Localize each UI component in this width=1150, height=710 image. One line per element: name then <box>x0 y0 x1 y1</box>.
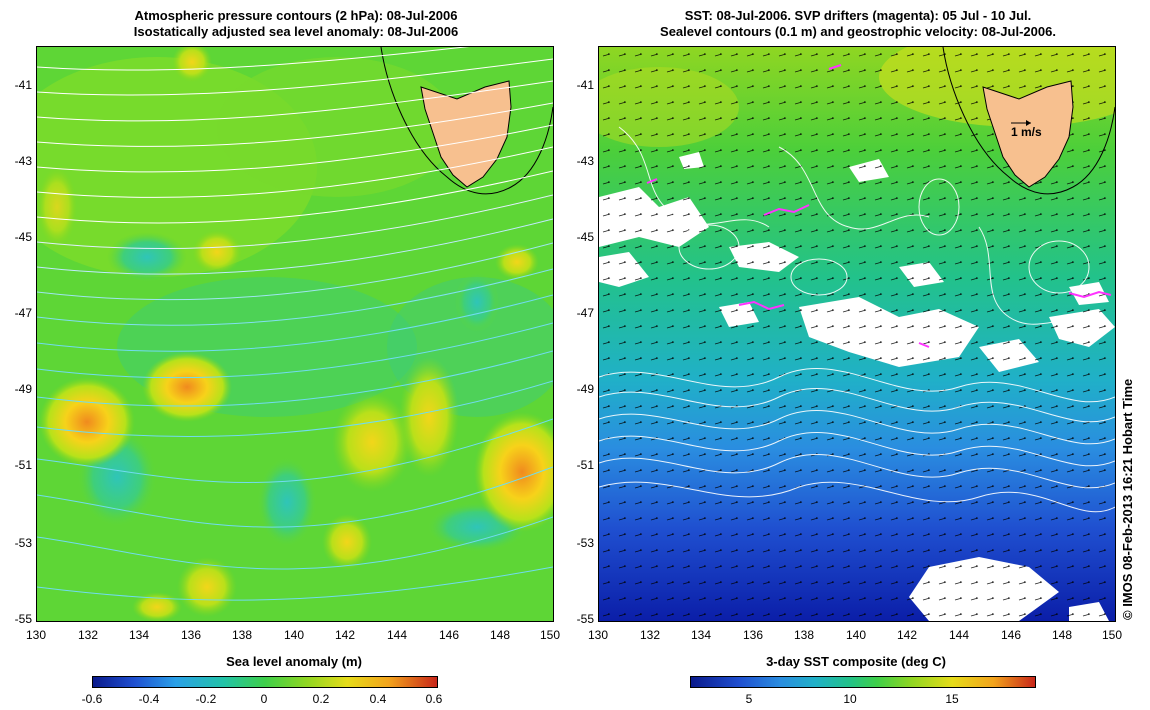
left-colorbar-tick: 0.6 <box>425 692 443 706</box>
right-lat-tick: -45 <box>576 230 594 244</box>
right-lat-tick: -47 <box>576 306 594 320</box>
right-lon-tick: 148 <box>1051 628 1073 642</box>
left-colorbar-tick: -0.6 <box>81 692 103 706</box>
right-lat-tick: -55 <box>576 612 594 626</box>
left-lon-tick: 132 <box>77 628 99 642</box>
left-lat-tick: -53 <box>14 536 32 550</box>
left-lon-tick: 130 <box>25 628 47 642</box>
sea-level-colorbar <box>92 676 438 688</box>
right-colorbar-tick: 5 <box>745 692 753 706</box>
left-lon-tick: 150 <box>539 628 561 642</box>
right-lon-tick: 136 <box>742 628 764 642</box>
left-lat-tick: -45 <box>14 230 32 244</box>
left-lat-tick: -47 <box>14 306 32 320</box>
left-lon-tick: 134 <box>128 628 150 642</box>
left-lat-tick: -41 <box>14 78 32 92</box>
right-lon-tick: 130 <box>587 628 609 642</box>
sea-level-anomaly-map <box>36 46 554 622</box>
left-colorbar-tick: -0.4 <box>138 692 160 706</box>
velocity-scale-label: 1 m/s <box>1011 125 1042 139</box>
right-lat-tick: -49 <box>576 382 594 396</box>
left-lon-tick: 138 <box>231 628 253 642</box>
sst-colorbar <box>690 676 1036 688</box>
right-lat-tick: -41 <box>576 78 594 92</box>
right-lon-tick: 132 <box>639 628 661 642</box>
left-lon-tick: 144 <box>386 628 408 642</box>
right-lon-tick: 140 <box>845 628 867 642</box>
right-title-line2: Sealevel contours (0.1 m) and geostrophi… <box>660 24 1056 39</box>
right-colorbar-tick: 10 <box>843 692 857 706</box>
left-title-line1: Atmospheric pressure contours (2 hPa): 0… <box>134 8 458 23</box>
left-lon-tick: 140 <box>283 628 305 642</box>
right-lat-tick: -51 <box>576 458 594 472</box>
left-lat-tick: -55 <box>14 612 32 626</box>
right-title-line1: SST: 08-Jul-2006. SVP drifters (magenta)… <box>684 8 1032 23</box>
right-lon-tick: 150 <box>1101 628 1123 642</box>
left-lat-tick: -43 <box>14 154 32 168</box>
right-lon-tick: 142 <box>896 628 918 642</box>
right-lon-tick: 134 <box>690 628 712 642</box>
sea-level-anomaly-field <box>37 47 553 621</box>
left-colorbar-title: Sea level anomaly (m) <box>226 654 362 669</box>
left-lon-tick: 146 <box>438 628 460 642</box>
sst-composite-map: 1 m/s <box>598 46 1116 622</box>
left-title-line2: Isostatically adjusted sea level anomaly… <box>133 24 459 39</box>
right-lon-tick: 144 <box>948 628 970 642</box>
right-lat-tick: -43 <box>576 154 594 168</box>
left-lon-tick: 148 <box>489 628 511 642</box>
left-lat-tick: -51 <box>14 458 32 472</box>
right-lon-tick: 146 <box>1000 628 1022 642</box>
right-lat-tick: -53 <box>576 536 594 550</box>
right-lon-tick: 138 <box>793 628 815 642</box>
sst-field <box>599 47 1115 621</box>
left-colorbar-tick: 0 <box>260 692 268 706</box>
left-colorbar-tick: -0.2 <box>195 692 217 706</box>
right-colorbar-title: 3-day SST composite (deg C) <box>766 654 946 669</box>
right-colorbar-tick: 15 <box>945 692 959 706</box>
left-colorbar-tick: 0.2 <box>312 692 330 706</box>
tasmania-land <box>982 80 1074 188</box>
left-lon-tick: 136 <box>180 628 202 642</box>
left-colorbar-tick: 0.4 <box>369 692 387 706</box>
drifter-tracks <box>646 64 1112 348</box>
copyright-notice: © IMOS 08-Feb-2013 16:21 Hobart Time <box>1120 378 1135 620</box>
left-lon-tick: 142 <box>334 628 356 642</box>
left-lat-tick: -49 <box>14 382 32 396</box>
